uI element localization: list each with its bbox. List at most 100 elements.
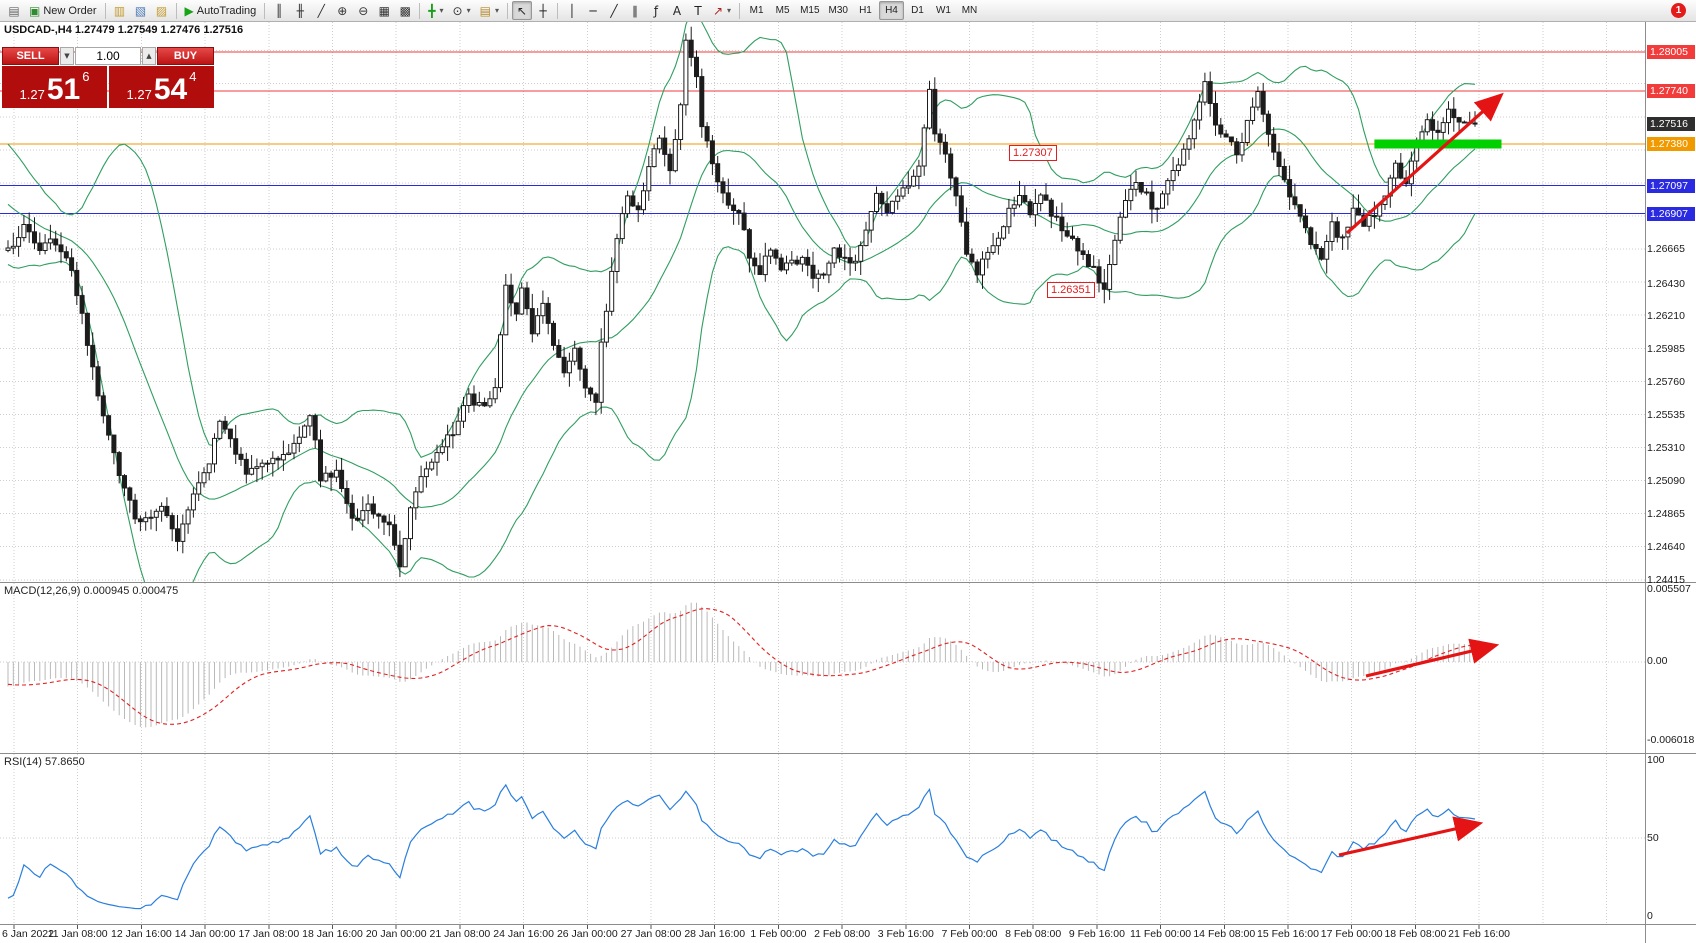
indicators-icon: ╋ xyxy=(428,3,436,18)
trend-arrow[interactable] xyxy=(1345,92,1504,235)
grid xyxy=(0,22,1645,924)
rsi-line xyxy=(7,783,1476,910)
timeframe-h4-button[interactable]: H4 xyxy=(878,1,904,20)
timeframe-d1-button[interactable]: D1 xyxy=(911,5,924,16)
indicators-icon[interactable]: ╋ ▾ xyxy=(424,1,447,20)
tile-windows-icon[interactable]: ▦ xyxy=(374,1,394,20)
toolbar-separator xyxy=(264,2,266,19)
toolbar-separator xyxy=(739,2,741,19)
bar-chart-icon: ║ xyxy=(275,3,283,18)
chevron-down-icon: ▾ xyxy=(466,6,471,15)
price-axis-label: 1.25090 xyxy=(1647,475,1685,487)
timeframe-m1-button[interactable]: M1 xyxy=(749,5,764,16)
sell-button[interactable]: SELL xyxy=(2,47,59,65)
time-axis-label: 24 Jan 16:00 xyxy=(493,928,554,940)
time-axis-label: 17 Jan 08:00 xyxy=(238,928,300,940)
volume-decrease-button[interactable]: ▼ xyxy=(60,47,74,65)
chevron-down-icon: ▾ xyxy=(439,6,444,15)
time-axis-label: 11 Feb 00:00 xyxy=(1130,928,1192,940)
price-line-label: 1.27380 xyxy=(1647,137,1695,151)
buy-price-button[interactable]: 1.27 54 4 xyxy=(109,66,214,108)
sell-price-prefix: 1.27 xyxy=(19,87,45,102)
profiles-icon: ▥ xyxy=(113,3,126,18)
timeframe-m5-button[interactable]: M5 xyxy=(775,5,790,16)
trendline-icon: ╱ xyxy=(610,3,618,18)
charts-icon[interactable]: ▧ xyxy=(131,1,151,20)
rsi-indicator-label: RSI(14) 57.8650 xyxy=(4,756,85,768)
trendline-icon[interactable]: ╱ xyxy=(604,1,624,20)
price-axis-label: 1.24865 xyxy=(1647,508,1685,520)
channel-icon[interactable]: ∥ xyxy=(625,1,645,20)
price-line-label: 1.27740 xyxy=(1647,84,1695,98)
timeframe-mn-button[interactable]: MN xyxy=(961,5,978,16)
fibonacci-icon[interactable]: ƒ xyxy=(646,1,666,20)
templates-icon[interactable]: ▤ ▾ xyxy=(476,1,503,20)
vertical-line-icon[interactable]: │ xyxy=(562,1,582,20)
timeframe-w1-button[interactable]: W1 xyxy=(935,5,951,16)
zoom-in-icon: ⊕ xyxy=(337,3,348,18)
chart-area: USDCAD-,H4 1.27479 1.27549 1.27476 1.275… xyxy=(0,22,1696,943)
timeframe-h1-button[interactable]: H1 xyxy=(859,5,872,16)
price-axis-label: 0 xyxy=(1647,910,1653,922)
text-icon[interactable]: A xyxy=(667,1,687,20)
price-axis-label: 1.25985 xyxy=(1647,343,1685,355)
toolbar-separator xyxy=(506,2,508,19)
time-axis-label: 27 Jan 08:00 xyxy=(620,928,682,940)
trend-arrow[interactable] xyxy=(1338,816,1484,857)
price-axis[interactable]: 1.26665 1.26430 1.26210 1.25985 1.25760 1.255… xyxy=(1646,22,1696,943)
timeframe-m15-button[interactable]: M15 xyxy=(800,5,820,16)
crosshair-icon[interactable]: ┼ xyxy=(533,1,553,20)
buy-button[interactable]: BUY xyxy=(157,47,214,65)
buy-price-pip: 4 xyxy=(189,69,197,84)
time-axis[interactable]: 6 Jan 2022 11 Jan 08:00 12 Jan 16:00 14 Jan… xyxy=(0,924,1646,943)
sell-price-button[interactable]: 1.27 51 6 xyxy=(2,66,107,108)
label-icon[interactable]: T xyxy=(688,1,708,20)
time-axis-label: 6 Jan 2022 xyxy=(2,928,54,940)
cursor-icon: ↖ xyxy=(516,3,528,18)
support-zone-rect[interactable] xyxy=(1374,139,1502,149)
periods-icon[interactable]: ⊙ ▾ xyxy=(449,1,475,20)
price-axis-label: 0.005507 xyxy=(1647,583,1691,595)
zoom-in-icon[interactable]: ⊕ xyxy=(332,1,352,20)
zoom-out-icon: ⊖ xyxy=(358,3,369,18)
bar-chart-icon[interactable]: ║ xyxy=(269,1,289,20)
arrows-icon: ↗ xyxy=(712,3,724,18)
cursor-icon[interactable]: ↖ xyxy=(511,1,532,20)
candlestick-chart-icon: ╫ xyxy=(296,3,304,18)
support-price-label[interactable]: 1.26351 xyxy=(1047,282,1095,298)
toolbar-separator xyxy=(104,2,106,19)
resistance-price-label[interactable]: 1.27307 xyxy=(1009,145,1057,161)
zoom-out-icon[interactable]: ⊖ xyxy=(353,1,373,20)
horizontal-line-icon[interactable]: ─ xyxy=(583,1,603,20)
chart-canvas[interactable] xyxy=(0,22,1696,943)
chart-window-icon[interactable]: ▤ xyxy=(4,1,24,20)
price-line-label: 1.28005 xyxy=(1647,45,1695,59)
time-axis-label: 7 Feb 00:00 xyxy=(941,928,998,940)
new-order-button-label: New Order xyxy=(43,4,97,17)
volume-increase-button[interactable]: ▲ xyxy=(142,47,156,65)
scripts-icon: ▨ xyxy=(155,3,168,18)
chart-title: USDCAD-,H4 1.27479 1.27549 1.27476 1.275… xyxy=(4,24,244,36)
macd-indicator-label: MACD(12,26,9) 0.000945 0.000475 xyxy=(4,585,179,597)
profiles-icon[interactable]: ▥ xyxy=(110,1,130,20)
scripts-icon[interactable]: ▨ xyxy=(152,1,172,20)
volume-input[interactable] xyxy=(75,47,141,65)
notification-badge[interactable]: 1 xyxy=(1671,3,1686,18)
arrange-windows-icon[interactable]: ▩ xyxy=(395,1,415,20)
toolbar-separator xyxy=(175,2,177,19)
candlestick-chart-icon[interactable]: ╫ xyxy=(290,1,310,20)
line-chart-icon[interactable]: ╱ xyxy=(311,1,331,20)
timeframe-m30-button[interactable]: M30 xyxy=(828,5,848,16)
new-order-button[interactable]: ▣ New Order xyxy=(25,1,101,20)
time-axis-label: 28 Jan 16:00 xyxy=(684,928,746,940)
price-axis-label: 0.00 xyxy=(1647,655,1668,667)
time-axis-label: 20 Jan 00:00 xyxy=(365,928,427,940)
trend-arrow[interactable] xyxy=(1365,638,1500,678)
autotrading-button[interactable]: ▶ AutoTrading xyxy=(181,1,261,20)
price-axis-label: 100 xyxy=(1647,754,1665,766)
label-icon: T xyxy=(694,3,702,18)
arrows-icon[interactable]: ↗ ▾ xyxy=(709,1,735,20)
time-axis-label: 21 Feb 16:00 xyxy=(1448,928,1511,940)
one-click-trade-panel: SELL ▼ ▲ BUY 1.27 51 6 1.27 54 4 xyxy=(2,47,214,108)
